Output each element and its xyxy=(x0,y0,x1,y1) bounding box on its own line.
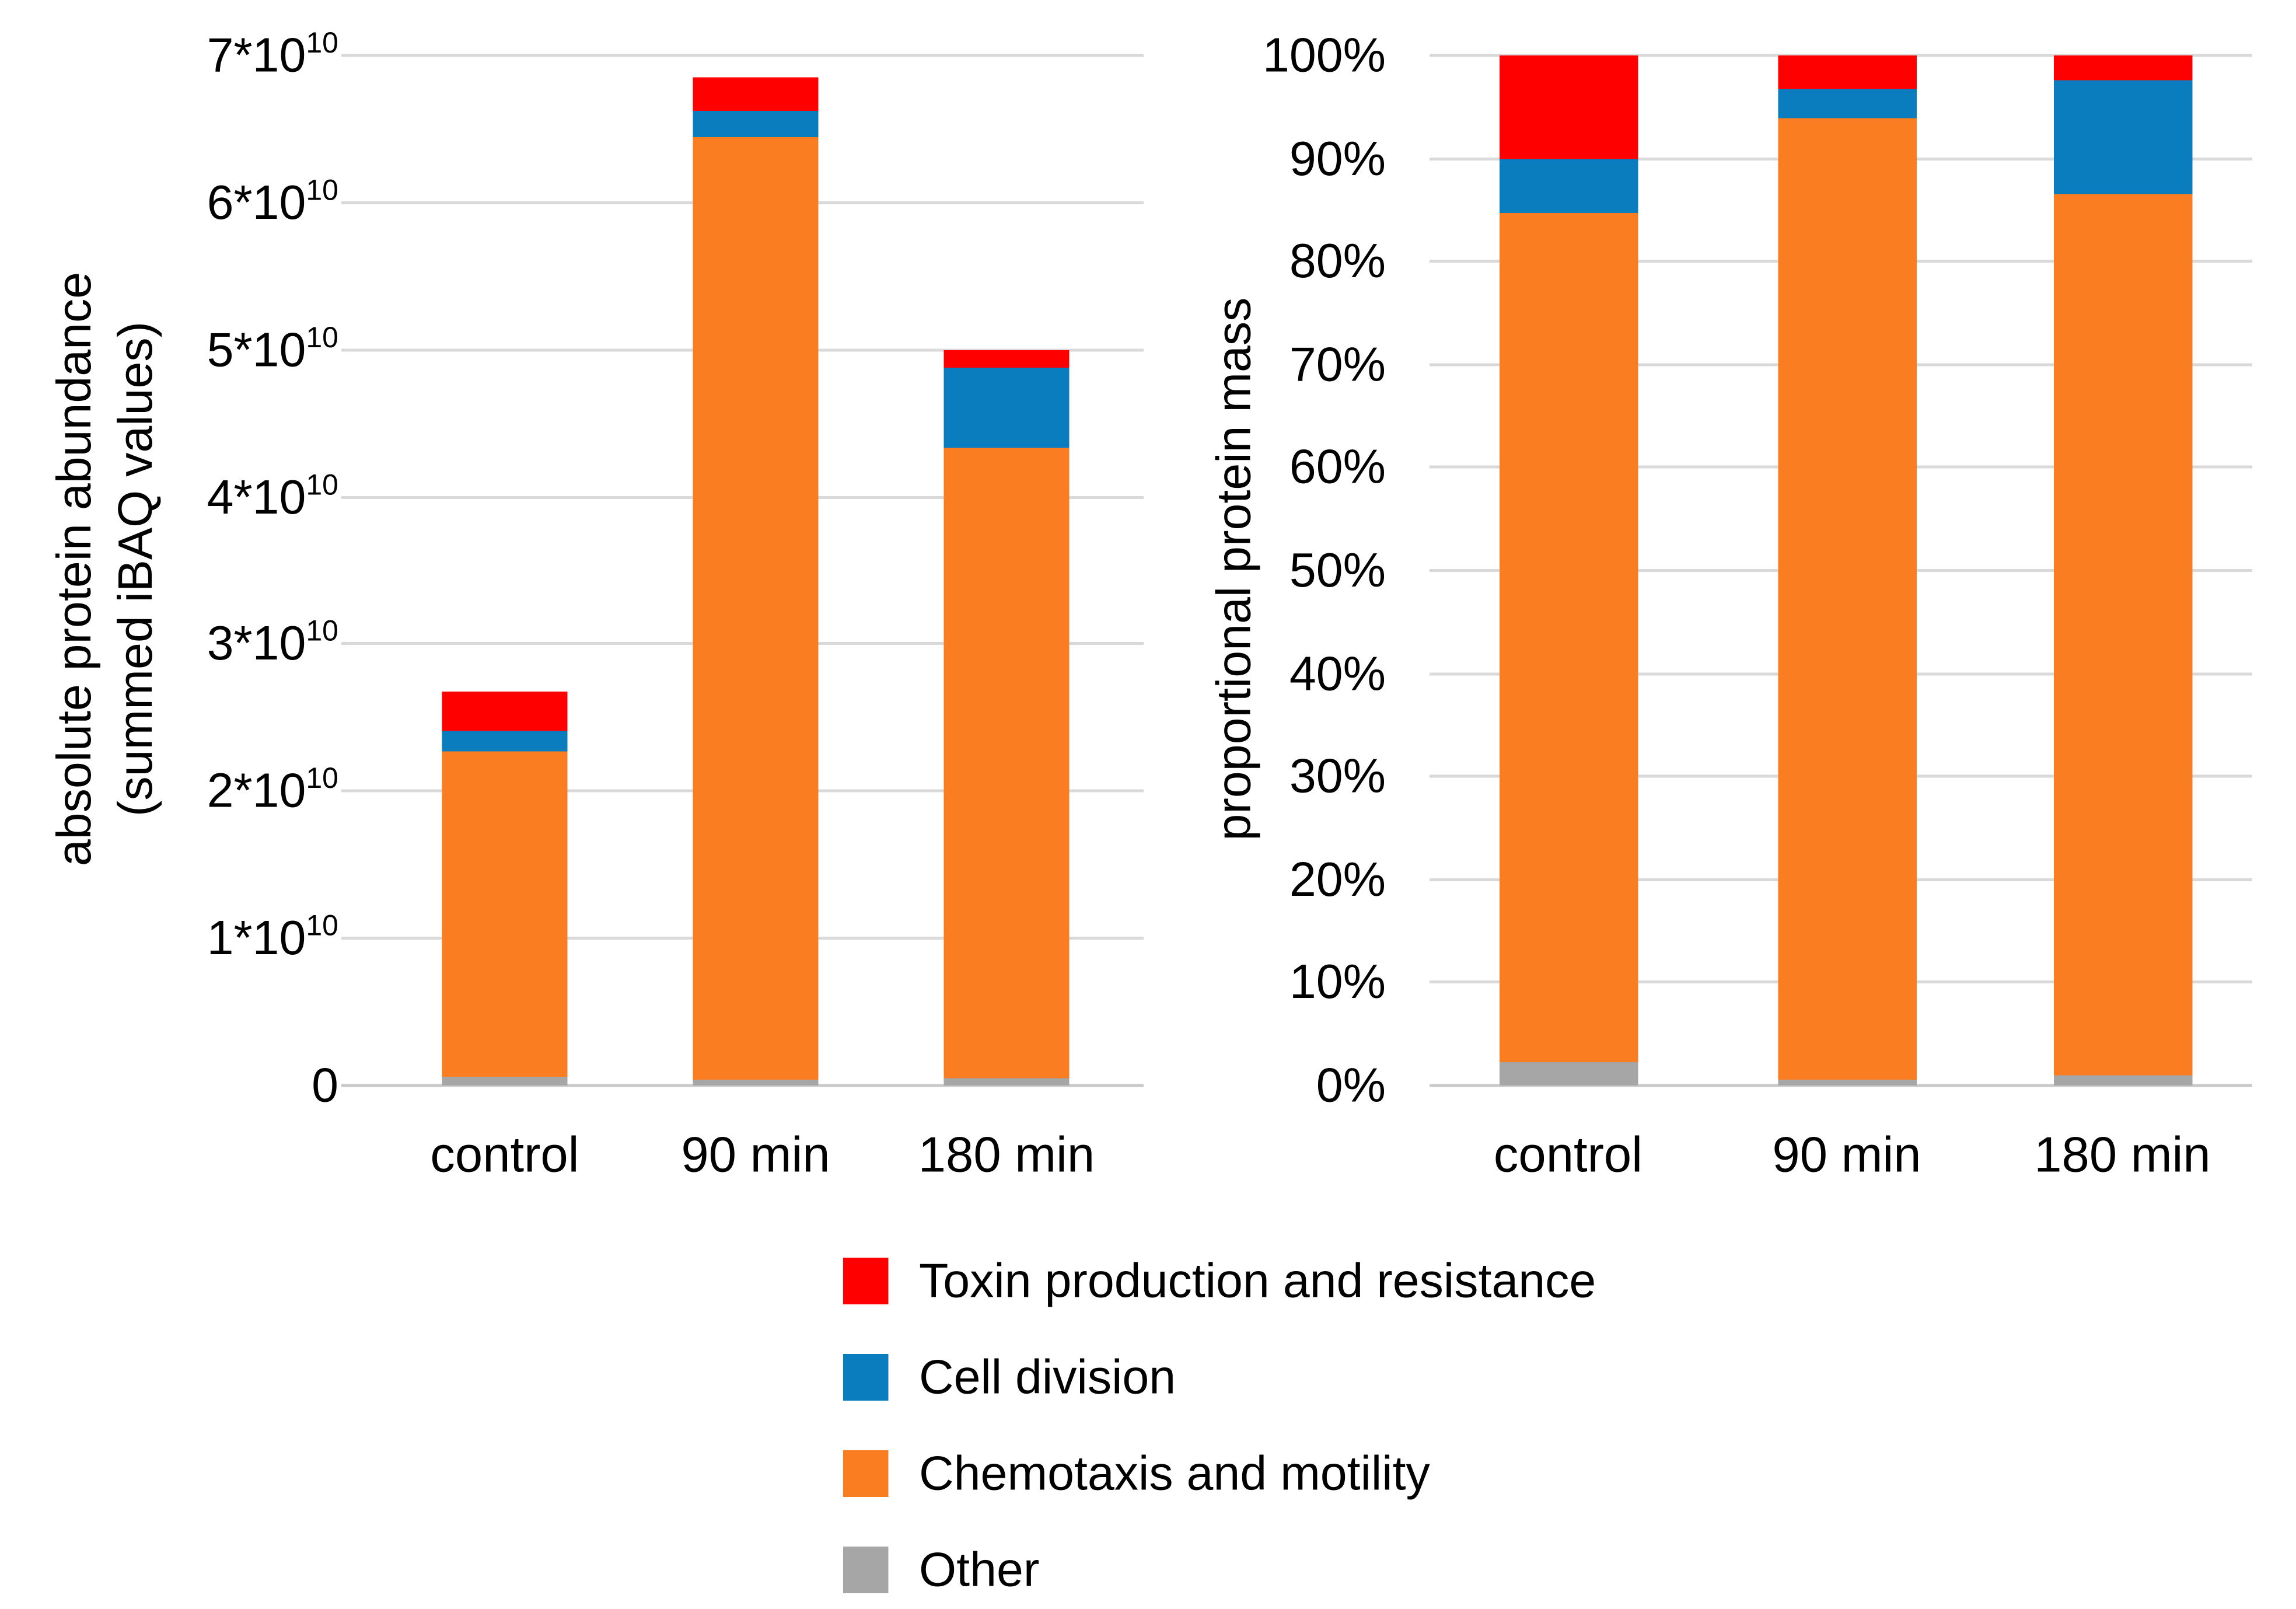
bar-segment xyxy=(943,367,1070,449)
y-tick-exponent: 10 xyxy=(306,322,338,354)
bar-segment xyxy=(693,1079,819,1086)
x-category-label: 90 min xyxy=(681,1128,830,1184)
bar-segment xyxy=(442,691,568,731)
bar-segment xyxy=(1498,158,1638,213)
bar-segment xyxy=(1498,1063,1638,1086)
bar-segment xyxy=(2053,1075,2192,1086)
y-tick-label: 6*1010 xyxy=(207,174,338,229)
bar-segment xyxy=(943,1078,1070,1086)
bar-segment xyxy=(2053,80,2192,194)
y-tick-exponent: 10 xyxy=(306,174,338,207)
y-tick-label: 70% xyxy=(1289,336,1386,391)
bar-segment xyxy=(1777,1079,1916,1086)
y-tick-label: 40% xyxy=(1289,645,1386,700)
y-tick-label: 20% xyxy=(1289,851,1386,906)
y-tick-label: 10% xyxy=(1289,954,1386,1009)
y-tick-exponent: 10 xyxy=(306,27,338,60)
y-tick-exponent: 10 xyxy=(306,469,338,501)
bar-segment xyxy=(943,448,1070,1079)
bar-segment xyxy=(1777,89,1916,118)
bar-segment xyxy=(693,111,819,138)
y-tick-label: 30% xyxy=(1289,748,1386,803)
y-tick-exponent: 10 xyxy=(306,763,338,796)
y-tick-label: 7*1010 xyxy=(207,27,338,82)
bar-segment xyxy=(1777,118,1916,1080)
bar-segment xyxy=(1498,213,1638,1063)
y-tick-exponent: 10 xyxy=(306,910,338,943)
bar-segment xyxy=(1777,55,1916,90)
bar-segment xyxy=(442,751,568,1077)
y-tick-label: 0 xyxy=(312,1057,338,1112)
bar-segment xyxy=(442,731,568,752)
bar-segment xyxy=(2053,55,2192,81)
y-tick-label: 80% xyxy=(1289,233,1386,288)
y-tick-label: 4*1010 xyxy=(207,469,338,523)
y-tick-label: 60% xyxy=(1289,439,1386,494)
bar-segment xyxy=(693,138,819,1080)
y-tick-label: 1*1010 xyxy=(207,910,338,965)
bar-segment xyxy=(693,77,819,111)
x-category-label: 180 min xyxy=(2034,1128,2211,1184)
y-tick-label: 3*1010 xyxy=(207,616,338,671)
bar-segment xyxy=(2053,193,2192,1076)
gridline xyxy=(341,54,1144,57)
x-category-label: 90 min xyxy=(1772,1128,1921,1184)
x-category-label: 180 min xyxy=(918,1128,1095,1184)
bar-segment xyxy=(943,350,1070,368)
x-category-label: control xyxy=(1493,1128,1643,1184)
y-tick-label: 100% xyxy=(1262,27,1386,82)
y-tick-label: 50% xyxy=(1289,543,1386,597)
y-tick-exponent: 10 xyxy=(306,616,338,649)
y-tick-label: 5*1010 xyxy=(207,322,338,376)
gridline xyxy=(341,1084,1144,1087)
y-tick-label: 2*1010 xyxy=(207,763,338,818)
bar-segment xyxy=(442,1076,568,1086)
y-tick-label: 0% xyxy=(1316,1057,1386,1112)
y-tick-label: 90% xyxy=(1289,130,1386,185)
x-category-label: control xyxy=(430,1128,579,1184)
bar-segment xyxy=(1498,55,1638,159)
gridline xyxy=(1430,1084,2252,1087)
